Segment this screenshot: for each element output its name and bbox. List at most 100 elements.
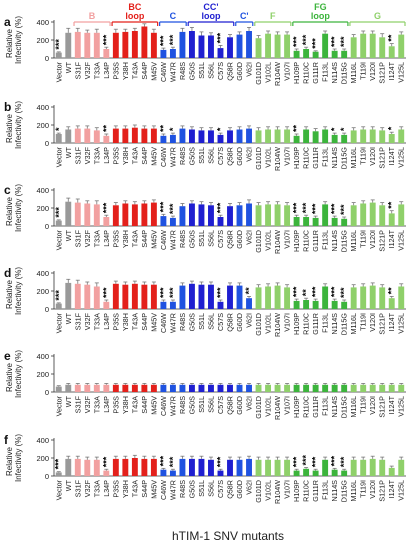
x-tick-label: Vector xyxy=(54,229,63,250)
x-tick-label: S121P xyxy=(378,147,387,169)
x-tick-label: L34P xyxy=(102,313,111,330)
y-axis-title: Relative xyxy=(5,363,14,392)
bar-v120i xyxy=(369,285,376,309)
significance-stars: *** xyxy=(168,456,178,467)
x-tick-label: C57S xyxy=(216,230,225,248)
bar-n114s xyxy=(331,469,338,476)
y-axis-title: Relative xyxy=(5,29,14,58)
x-tick-label: V125L xyxy=(397,396,406,417)
x-tick-label: R104W xyxy=(273,147,282,171)
bar-c46w xyxy=(160,301,167,309)
x-tick-label: L34P xyxy=(102,147,111,164)
significance-stars: *** xyxy=(168,34,178,45)
x-tick-label: S31F xyxy=(73,229,82,247)
bar-vector xyxy=(55,134,62,143)
bar-v125l xyxy=(398,34,405,58)
bar-g111r xyxy=(312,300,319,309)
bar-y38h xyxy=(122,203,129,226)
x-tick-label: R110C xyxy=(302,230,311,252)
x-tick-label: V107I xyxy=(283,396,292,415)
x-tick-label: G111R xyxy=(311,230,320,252)
x-tick-label: N114S xyxy=(330,62,339,84)
x-tick-label: S121P xyxy=(378,313,387,335)
bar-wt xyxy=(65,201,72,226)
x-tick-label: W47R xyxy=(168,396,177,416)
x-tick-label: WT xyxy=(64,479,73,491)
x-tick-label: H109P xyxy=(292,480,301,502)
bar-n114s xyxy=(331,50,338,58)
bar-s121p xyxy=(379,384,386,392)
bar-w47r xyxy=(169,384,176,392)
bar-t33a xyxy=(93,130,100,143)
x-tick-label: T119I xyxy=(359,480,368,498)
y-tick-label: 400 xyxy=(36,352,49,361)
bar-v125l xyxy=(398,129,405,143)
bar-f113l xyxy=(322,459,329,476)
significance-stars: *** xyxy=(101,34,111,45)
bar-r104w xyxy=(274,285,281,309)
bar-s31f xyxy=(74,31,81,58)
bar-r110c xyxy=(303,217,310,226)
significance-stars: *** xyxy=(158,35,168,46)
x-tick-label: Q58R xyxy=(226,396,235,415)
x-tick-label: R48S xyxy=(178,230,187,248)
bar-v102l xyxy=(265,286,272,309)
y-tick-label: 0 xyxy=(45,305,49,314)
significance-stars: *** xyxy=(168,287,178,298)
bar-y38h xyxy=(122,31,129,58)
x-tick-label: R110C xyxy=(302,62,311,84)
bar-c57s xyxy=(217,134,224,143)
x-tick-label: H109P xyxy=(292,313,301,335)
x-tick-label: C46W xyxy=(159,147,168,167)
bar-f113l xyxy=(322,129,329,143)
bar-s44p xyxy=(141,284,148,309)
bar-w47r xyxy=(169,470,176,476)
x-tick-label: Vector xyxy=(54,312,63,333)
bar-t43a xyxy=(131,31,138,58)
bar-v32f xyxy=(84,284,91,309)
bar-v62i xyxy=(246,458,252,476)
bar-wt xyxy=(65,32,72,58)
x-tick-label: S121P xyxy=(378,396,387,418)
x-tick-label: L34P xyxy=(102,480,111,497)
bar-v107i xyxy=(284,205,291,226)
significance-stars: *** xyxy=(101,202,111,213)
bar-c57s xyxy=(217,217,224,226)
x-tick-label: H109P xyxy=(292,147,301,169)
x-tick-label: F113L xyxy=(321,313,330,333)
x-tick-label: Y38H xyxy=(121,480,130,498)
bar-g60d xyxy=(236,285,243,309)
x-tick-label: G50S xyxy=(187,480,196,499)
bar-r110c xyxy=(303,384,310,392)
bar-t43a xyxy=(131,458,138,476)
significance-stars: ** xyxy=(387,34,397,42)
x-tick-label: V107I xyxy=(283,230,292,249)
bar-c46w xyxy=(160,135,167,143)
x-tick-label: Q58R xyxy=(226,313,235,332)
significance-stars: ** xyxy=(387,287,397,295)
bar-g101d xyxy=(255,384,262,392)
x-tick-label: I124T xyxy=(387,229,396,248)
bar-g50s xyxy=(188,203,195,226)
x-tick-label: S51L xyxy=(197,313,206,330)
x-tick-label: S44P xyxy=(140,62,149,80)
significance-stars: *** xyxy=(339,204,349,215)
bar-s44p xyxy=(141,26,148,58)
significance-stars: * xyxy=(168,127,178,131)
significance-stars: *** xyxy=(330,36,340,47)
bar-g111r xyxy=(312,217,319,226)
bar-r48s xyxy=(179,285,186,309)
x-tick-label: Q58R xyxy=(226,147,235,166)
significance-stars: *** xyxy=(339,287,349,298)
x-tick-label: S51L xyxy=(197,230,206,247)
x-tick-label: V120I xyxy=(368,147,377,166)
region-label: FG xyxy=(314,2,327,12)
x-tick-label: P35S xyxy=(111,147,120,165)
bar-m45v xyxy=(150,458,157,476)
x-tick-label: S44P xyxy=(140,480,149,498)
bar-d115g xyxy=(341,470,348,476)
bar-d115g xyxy=(341,384,348,392)
x-tick-label: G101D xyxy=(254,147,263,170)
bar-w47r xyxy=(169,49,176,58)
